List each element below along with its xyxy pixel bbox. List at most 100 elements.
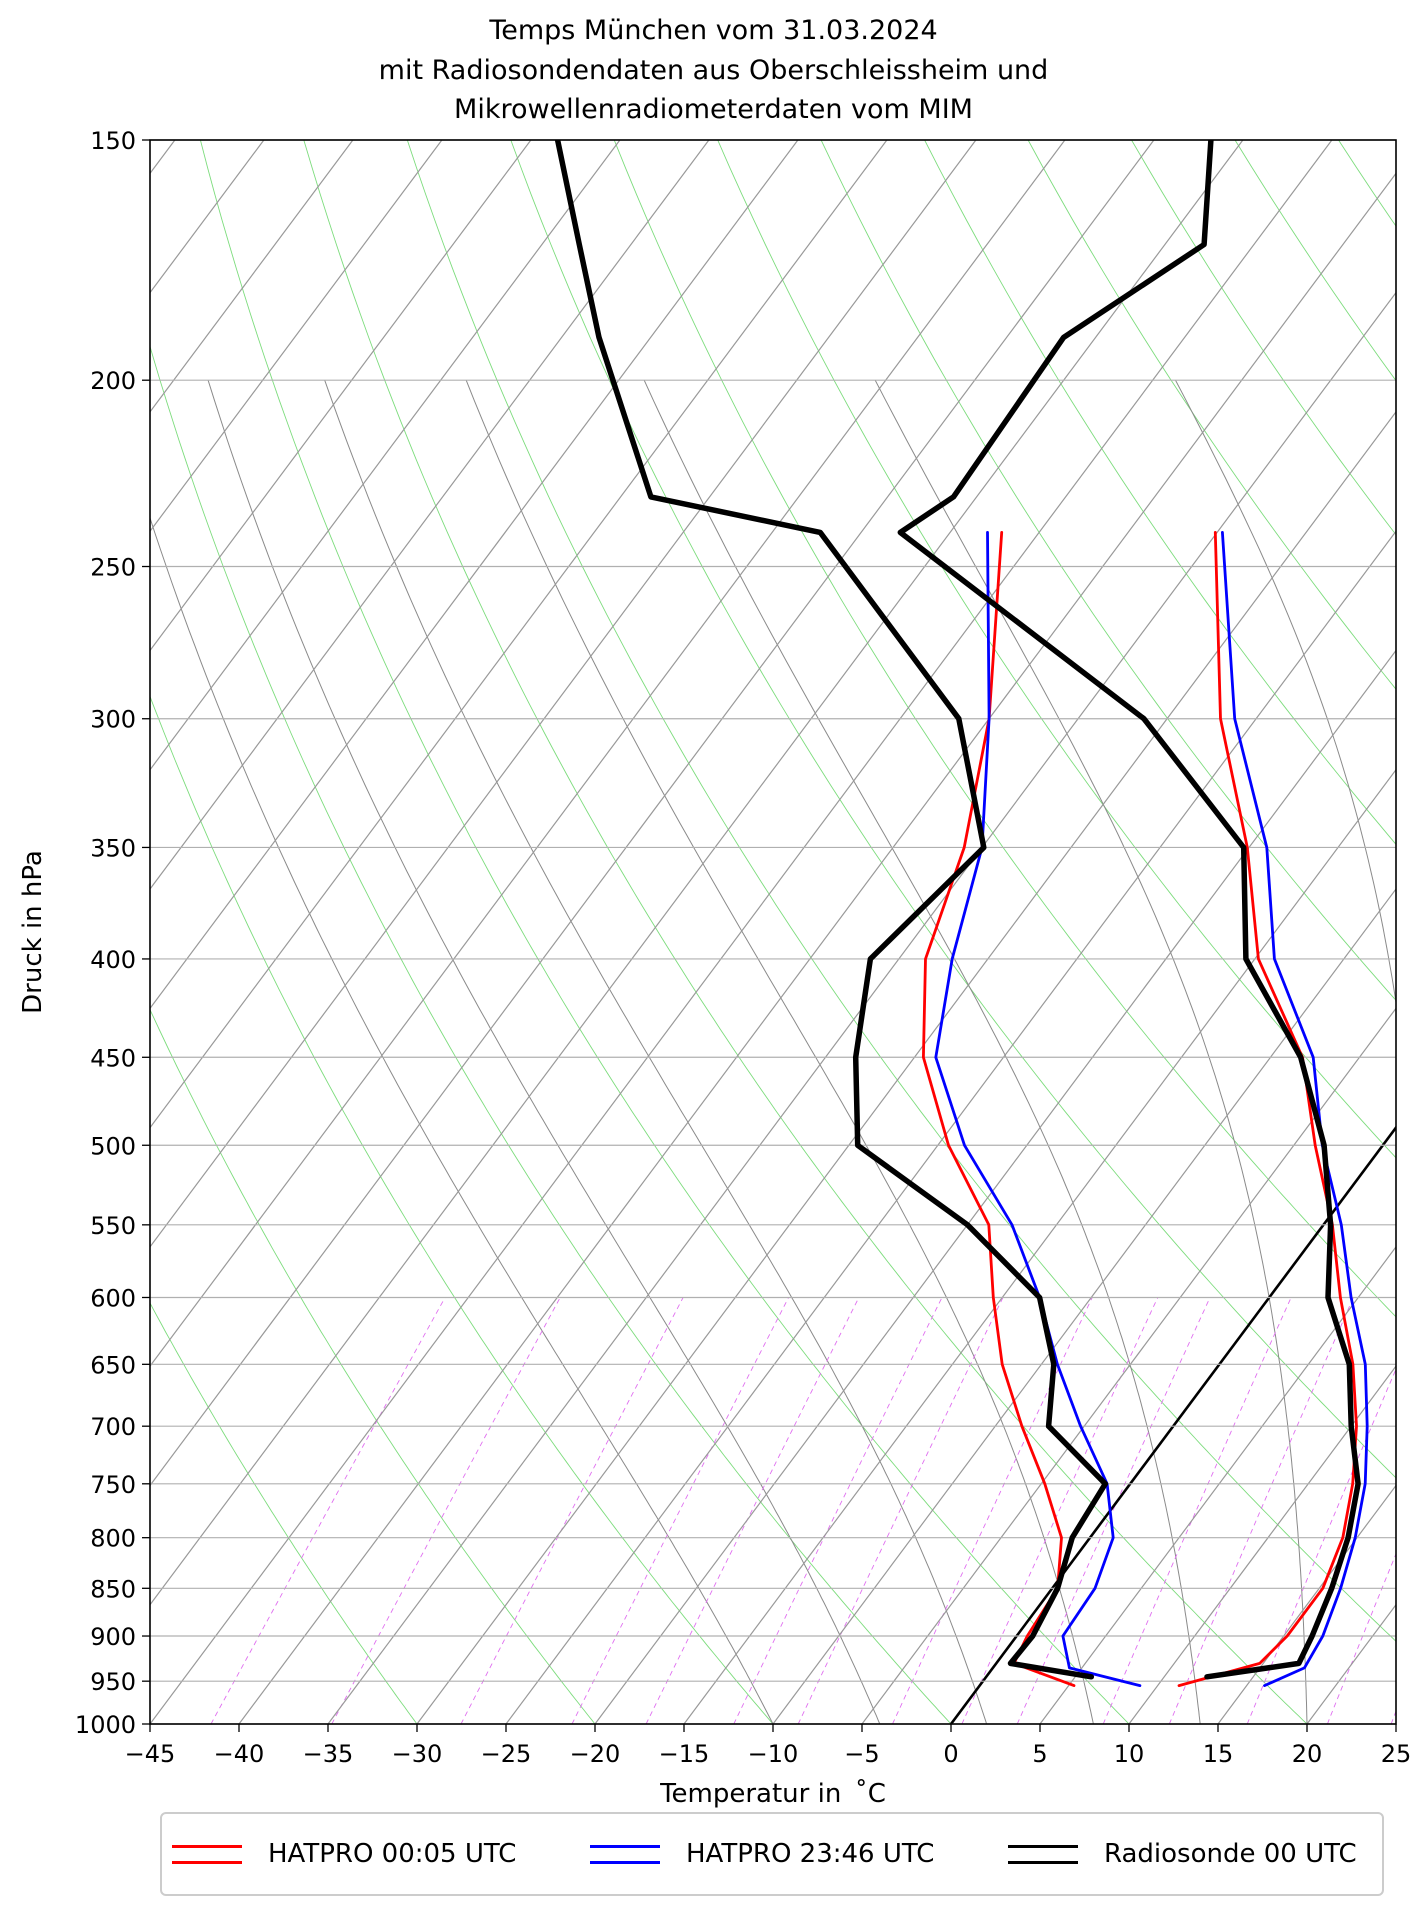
- isotherm: [416, 410, 1396, 1724]
- mixing-ratio-line: [571, 1297, 790, 1724]
- y-tick-label: 950: [90, 1668, 136, 1696]
- y-tick-label: 550: [90, 1212, 136, 1240]
- y-tick-label: 850: [90, 1575, 136, 1603]
- isotherm: [772, 888, 1396, 1724]
- x-tick-label: −5: [844, 1740, 879, 1768]
- legend: HATPRO 00:05 UTC HATPRO 23:46 UTC Radios…: [160, 1812, 1384, 1896]
- legend-item-hatpro-0005: HATPRO 00:05 UTC: [172, 1814, 516, 1894]
- dry-adiabat: [150, 1302, 418, 1724]
- isotherm: [1039, 1245, 1396, 1724]
- mixing-ratio-line: [645, 1297, 860, 1724]
- radiosonde-temperature-line: [897, 140, 1361, 1680]
- hatpro-0005-temperature-line: [1177, 531, 1358, 1687]
- y-tick-label: 800: [90, 1525, 136, 1553]
- x-tick-label: 5: [1032, 1740, 1047, 1768]
- y-tick-label: 450: [90, 1044, 136, 1072]
- x-tick-label: 10: [1114, 1740, 1145, 1768]
- dry-adiabat: [717, 140, 1396, 1159]
- mixing-ratio-line: [460, 1297, 684, 1724]
- legend-label: HATPRO 23:46 UTC: [686, 1839, 935, 1869]
- isotherm: [327, 291, 1396, 1724]
- legend-swatch-black: [1008, 1839, 1078, 1869]
- isotherm: [150, 140, 443, 533]
- isotherm: [150, 140, 354, 413]
- isotherm: [505, 530, 1396, 1724]
- y-tick-label: 600: [90, 1284, 136, 1312]
- legend-item-hatpro-2346: HATPRO 23:46 UTC: [590, 1814, 934, 1894]
- isotherm: [1128, 1365, 1396, 1724]
- dry-adiabat: [1027, 140, 1396, 690]
- x-tick-label: 0: [943, 1740, 958, 1768]
- x-axis-ticks: −45 −40 −35 −30 −25 −20 −15 −10 −5 0 5 10 15 20 25: [125, 1724, 1412, 1768]
- y-tick-label: 350: [90, 834, 136, 862]
- y-tick-label: 750: [90, 1471, 136, 1499]
- dry-adiabat: [303, 140, 1308, 1724]
- y-tick-label: 900: [90, 1623, 136, 1651]
- isotherm: [1306, 1603, 1396, 1724]
- moist-adiabat: [1175, 379, 1396, 1006]
- x-tick-label: 15: [1203, 1740, 1234, 1768]
- x-tick-label: −40: [214, 1740, 265, 1768]
- dry-adiabat: [150, 344, 952, 1724]
- isotherm: [150, 140, 799, 1010]
- mixing-ratio-line: [892, 1297, 1093, 1724]
- isotherm: [683, 768, 1396, 1724]
- y-tick-label: 650: [90, 1351, 136, 1379]
- x-tick-label: −45: [125, 1740, 176, 1768]
- dry-adiabat: [150, 695, 774, 1724]
- y-tick-label: 400: [90, 946, 136, 974]
- mixing-ratio-line: [733, 1297, 943, 1724]
- legend-item-radiosonde: Radiosonde 00 UTC: [1008, 1814, 1357, 1894]
- hatpro-2346-dewpoint-line: [934, 531, 1142, 1687]
- y-tick-label: 1000: [75, 1711, 136, 1739]
- x-tick-label: −30: [392, 1740, 443, 1768]
- zero-isotherm: [949, 1125, 1396, 1724]
- y-tick-label: 250: [90, 554, 136, 582]
- isotherm: [150, 140, 1066, 1368]
- isotherm: [238, 172, 1396, 1724]
- legend-swatch-red: [172, 1839, 242, 1869]
- y-axis-ticks: 150 200 250 300 350 400 450 500 550 600 650 700 750 8…: [75, 127, 150, 1739]
- y-tick-label: 500: [90, 1132, 136, 1160]
- dry-adiabat: [150, 1008, 596, 1724]
- background-lines: [150, 82, 1427, 1764]
- isotherm: [150, 140, 977, 1248]
- dry-adiabat: [1403, 82, 1427, 1764]
- dry-adiabat: [1130, 140, 1396, 536]
- x-tick-label: −20: [570, 1740, 621, 1768]
- moist-adiabat: [324, 380, 988, 1724]
- y-tick-label: 200: [90, 367, 136, 395]
- chart-title-line-2: mit Radiosondendaten aus Oberschleisshei…: [378, 55, 1049, 86]
- isotherm: [861, 1007, 1396, 1724]
- x-tick-label: −10: [748, 1740, 799, 1768]
- legend-label: HATPRO 00:05 UTC: [268, 1839, 517, 1869]
- isotherm: [1395, 1722, 1396, 1724]
- dry-adiabat: [613, 140, 1396, 1318]
- mixing-ratio-line: [1016, 1297, 1211, 1724]
- isotherm: [150, 140, 621, 771]
- radiosonde-dewpoint-line: [554, 140, 1109, 1680]
- mixing-ratio-line: [797, 1297, 1004, 1724]
- dry-adiabat: [1234, 140, 1396, 382]
- dry-adiabat: [820, 140, 1396, 1002]
- isotherm: [150, 140, 532, 652]
- y-tick-label: 700: [90, 1413, 136, 1441]
- dry-adiabat: [924, 140, 1396, 846]
- chart-title-line-3: Mikrowellenradiometerdaten vom MIM: [454, 94, 973, 125]
- isotherm: [150, 140, 1155, 1487]
- isotherm: [150, 140, 888, 1129]
- chart-title-line-1: Temps München vom 31.03.2024: [489, 15, 938, 46]
- mixing-ratio-line: [210, 1297, 446, 1724]
- legend-label: Radiosonde 00 UTC: [1104, 1839, 1357, 1869]
- dry-adiabat: [510, 140, 1396, 1479]
- data-series: [554, 140, 1369, 1687]
- x-tick-label: 25: [1381, 1740, 1412, 1768]
- moist-adiabat: [207, 380, 881, 1724]
- y-tick-label: 300: [90, 706, 136, 734]
- isotherm: [150, 140, 710, 891]
- x-tick-label: −35: [303, 1740, 354, 1768]
- isotherm: [150, 140, 1333, 1724]
- mixing-ratio-line: [1246, 1368, 1396, 1724]
- y-tick-label: 150: [90, 127, 136, 155]
